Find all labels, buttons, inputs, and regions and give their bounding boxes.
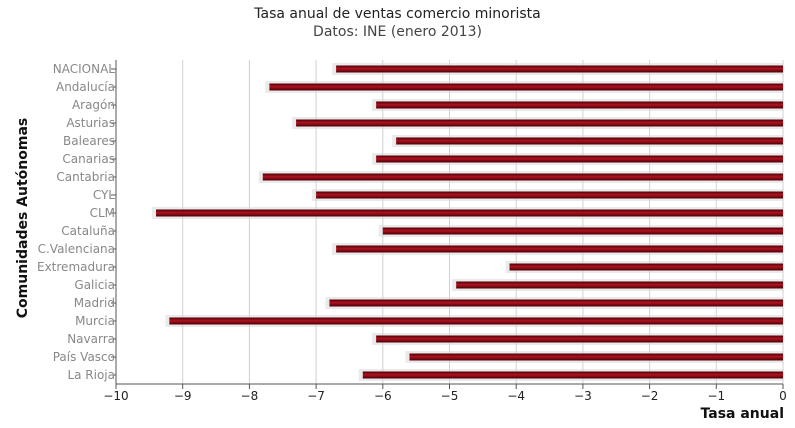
- x-tick-label: 0: [779, 389, 787, 403]
- axes: −10 −9 −8 −7 −6 −5 −4 −3 −2 −1 0NACIONALAndalucíaA…: [37, 60, 787, 403]
- category-label: Navarra: [67, 332, 115, 346]
- category-label: NACIONAL: [53, 62, 116, 76]
- bar: [362, 371, 783, 379]
- bar: [376, 155, 783, 163]
- category-label: Canarias: [62, 152, 115, 166]
- category-label: País Vasco: [53, 350, 115, 364]
- category-label: Baleares: [63, 134, 115, 148]
- x-tick-label: −2: [641, 389, 659, 403]
- x-tick-label: −10: [103, 389, 128, 403]
- category-label: Asturias: [66, 116, 115, 130]
- x-tick-label: −7: [307, 389, 325, 403]
- bar: [456, 281, 783, 289]
- bar: [336, 65, 783, 73]
- category-label: CYL: [93, 188, 115, 202]
- category-label: CLM: [90, 206, 115, 220]
- category-label: C.Valenciana: [38, 242, 115, 256]
- x-tick-label: −9: [174, 389, 192, 403]
- x-axis-title: Tasa anual: [701, 406, 784, 422]
- category-label: Madrid: [74, 296, 115, 310]
- category-label: Murcia: [75, 314, 115, 328]
- x-tick-label: −4: [507, 389, 525, 403]
- bar: [296, 119, 783, 127]
- bar: [169, 317, 784, 325]
- bar: [382, 227, 783, 235]
- category-label: Andalucía: [56, 80, 115, 94]
- bar: [262, 173, 783, 181]
- x-tick-label: −3: [574, 389, 592, 403]
- category-label: Galicia: [74, 278, 115, 292]
- y-axis-title: Comunidades Autónomas: [15, 118, 31, 318]
- category-label: La Rioja: [67, 368, 115, 382]
- bars: [152, 63, 784, 381]
- category-label: Aragón: [72, 98, 115, 112]
- chart-title: Tasa anual de ventas comercio minorista: [254, 6, 541, 22]
- category-label: Extremadura: [37, 260, 115, 274]
- bar: [376, 101, 783, 109]
- bar: [336, 245, 783, 253]
- grid-lines: [115, 60, 784, 384]
- x-tick-label: −1: [707, 389, 725, 403]
- bar: [316, 191, 783, 199]
- bar: [329, 299, 783, 307]
- bar: [509, 263, 783, 271]
- x-tick-label: −5: [441, 389, 459, 403]
- x-tick-label: −8: [241, 389, 259, 403]
- category-label: Cantabria: [56, 170, 115, 184]
- chart-subtitle: Datos: INE (enero 2013): [313, 24, 482, 40]
- bar: [376, 335, 783, 343]
- category-label: Cataluña: [61, 224, 115, 238]
- bar: [396, 137, 783, 145]
- bar: [269, 83, 783, 91]
- bar: [156, 209, 783, 217]
- bar: [409, 353, 783, 361]
- x-tick-label: −6: [374, 389, 392, 403]
